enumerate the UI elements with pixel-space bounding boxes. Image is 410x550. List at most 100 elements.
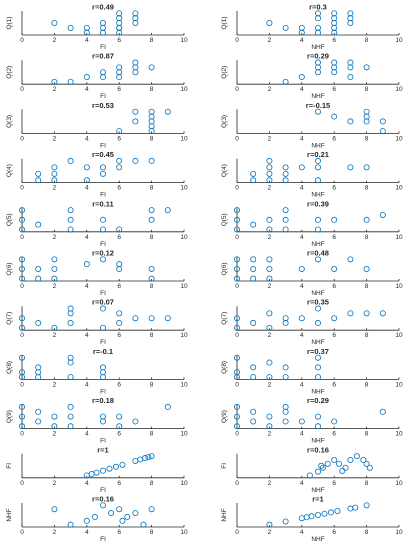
data-point xyxy=(363,216,370,223)
data-point xyxy=(347,15,354,22)
panel-correlation-label: r=-0.15 xyxy=(306,101,330,110)
data-point xyxy=(266,521,273,528)
x-tick-label: 8 xyxy=(150,86,154,93)
x-axis-label: FI xyxy=(100,192,106,199)
data-point xyxy=(100,19,107,26)
x-tick-label: 4 xyxy=(85,480,89,487)
data-point xyxy=(51,256,58,263)
x-tick-label: 6 xyxy=(117,283,121,290)
data-point xyxy=(298,24,305,31)
x-tick-label: 8 xyxy=(150,234,154,241)
scatter-panel: r=0.07 0 2 4 6 8 10 FI Q(7) xyxy=(6,298,188,347)
x-tick-label: 10 xyxy=(395,381,403,388)
x-tick-label: 6 xyxy=(332,135,336,142)
data-point xyxy=(250,418,257,425)
x-tick-label: 4 xyxy=(85,431,89,438)
x-tick-label: 6 xyxy=(332,431,336,438)
data-point xyxy=(379,408,386,415)
data-point xyxy=(314,423,321,430)
panel-correlation-label: r=0.37 xyxy=(307,347,329,356)
x-tick-label: 0 xyxy=(235,86,239,93)
data-point xyxy=(108,510,115,517)
data-point xyxy=(266,19,273,26)
data-point xyxy=(35,170,42,177)
data-point xyxy=(51,413,58,420)
data-point xyxy=(67,423,74,430)
x-tick-label: 4 xyxy=(300,135,304,142)
x-tick-label: 6 xyxy=(117,332,121,339)
x-tick-label: 2 xyxy=(268,185,272,192)
x-tick-label: 4 xyxy=(85,234,89,241)
data-point xyxy=(164,315,171,322)
data-point xyxy=(342,464,349,471)
data-point xyxy=(148,118,155,125)
data-point xyxy=(353,453,360,460)
data-point xyxy=(314,157,321,164)
data-point xyxy=(148,265,155,272)
scatter-panel: r=0.16 0 2 4 6 8 10 FI NHF xyxy=(6,495,188,544)
x-tick-label: 6 xyxy=(117,234,121,241)
data-point xyxy=(250,408,257,415)
x-tick-label: 6 xyxy=(332,480,336,487)
data-point xyxy=(18,275,25,282)
x-axis-label: FI xyxy=(100,93,106,100)
data-point xyxy=(35,177,42,184)
scatter-panel: r=0.29 0 2 4 6 8 10 NHF Q(2) xyxy=(221,52,403,100)
data-point xyxy=(67,413,74,420)
y-axis-label: Q(2) xyxy=(6,66,13,79)
x-tick-label: 0 xyxy=(235,234,239,241)
x-tick-label: 4 xyxy=(85,135,89,142)
data-point xyxy=(314,64,321,71)
data-point xyxy=(266,265,273,272)
x-tick-label: 0 xyxy=(20,86,24,93)
data-point xyxy=(233,315,240,322)
data-point xyxy=(116,69,123,76)
data-point xyxy=(100,374,107,381)
data-point xyxy=(298,74,305,81)
x-tick-label: 0 xyxy=(235,431,239,438)
data-point xyxy=(116,64,123,71)
scatter-panel: r=0.45 0 2 4 6 8 10 FI Q(4) xyxy=(6,150,188,199)
x-tick-label: 2 xyxy=(268,86,272,93)
data-point xyxy=(314,305,321,312)
x-axis-label: NHF xyxy=(311,290,324,297)
data-point xyxy=(379,310,386,317)
x-tick-label: 4 xyxy=(300,332,304,339)
x-tick-label: 10 xyxy=(180,135,188,142)
data-point xyxy=(148,157,155,164)
x-tick-label: 6 xyxy=(332,283,336,290)
data-point xyxy=(67,226,74,233)
x-tick-label: 0 xyxy=(235,135,239,142)
y-axis-label: Q(2) xyxy=(221,66,228,79)
x-tick-label: 10 xyxy=(395,86,403,93)
data-point xyxy=(35,265,42,272)
data-point xyxy=(233,275,240,282)
x-axis-label: FI xyxy=(100,339,106,346)
data-point xyxy=(148,64,155,71)
x-tick-label: 10 xyxy=(395,529,403,536)
data-point xyxy=(106,465,113,472)
x-tick-label: 2 xyxy=(53,480,57,487)
x-tick-label: 2 xyxy=(268,37,272,44)
y-axis-label: Q(6) xyxy=(6,263,13,276)
data-point xyxy=(379,118,386,125)
data-point xyxy=(18,265,25,272)
data-point xyxy=(331,216,338,223)
x-tick-label: 8 xyxy=(365,332,369,339)
data-point xyxy=(35,408,42,415)
x-tick-label: 2 xyxy=(53,332,57,339)
scatter-panel: r=1 0 2 4 6 8 10 FI FI xyxy=(6,445,188,494)
data-point xyxy=(282,364,289,371)
data-point xyxy=(233,256,240,263)
data-point xyxy=(314,177,321,184)
data-point xyxy=(266,216,273,223)
data-point xyxy=(83,164,90,171)
data-point xyxy=(250,265,257,272)
data-point xyxy=(347,59,354,66)
data-point xyxy=(132,19,139,26)
x-tick-label: 10 xyxy=(395,234,403,241)
panel-correlation-label: r=0.16 xyxy=(307,445,329,454)
scatter-panel: r=0.48 0 2 4 6 8 10 NHF Q(6) xyxy=(221,249,403,298)
data-point xyxy=(347,256,354,263)
data-point xyxy=(116,74,123,81)
